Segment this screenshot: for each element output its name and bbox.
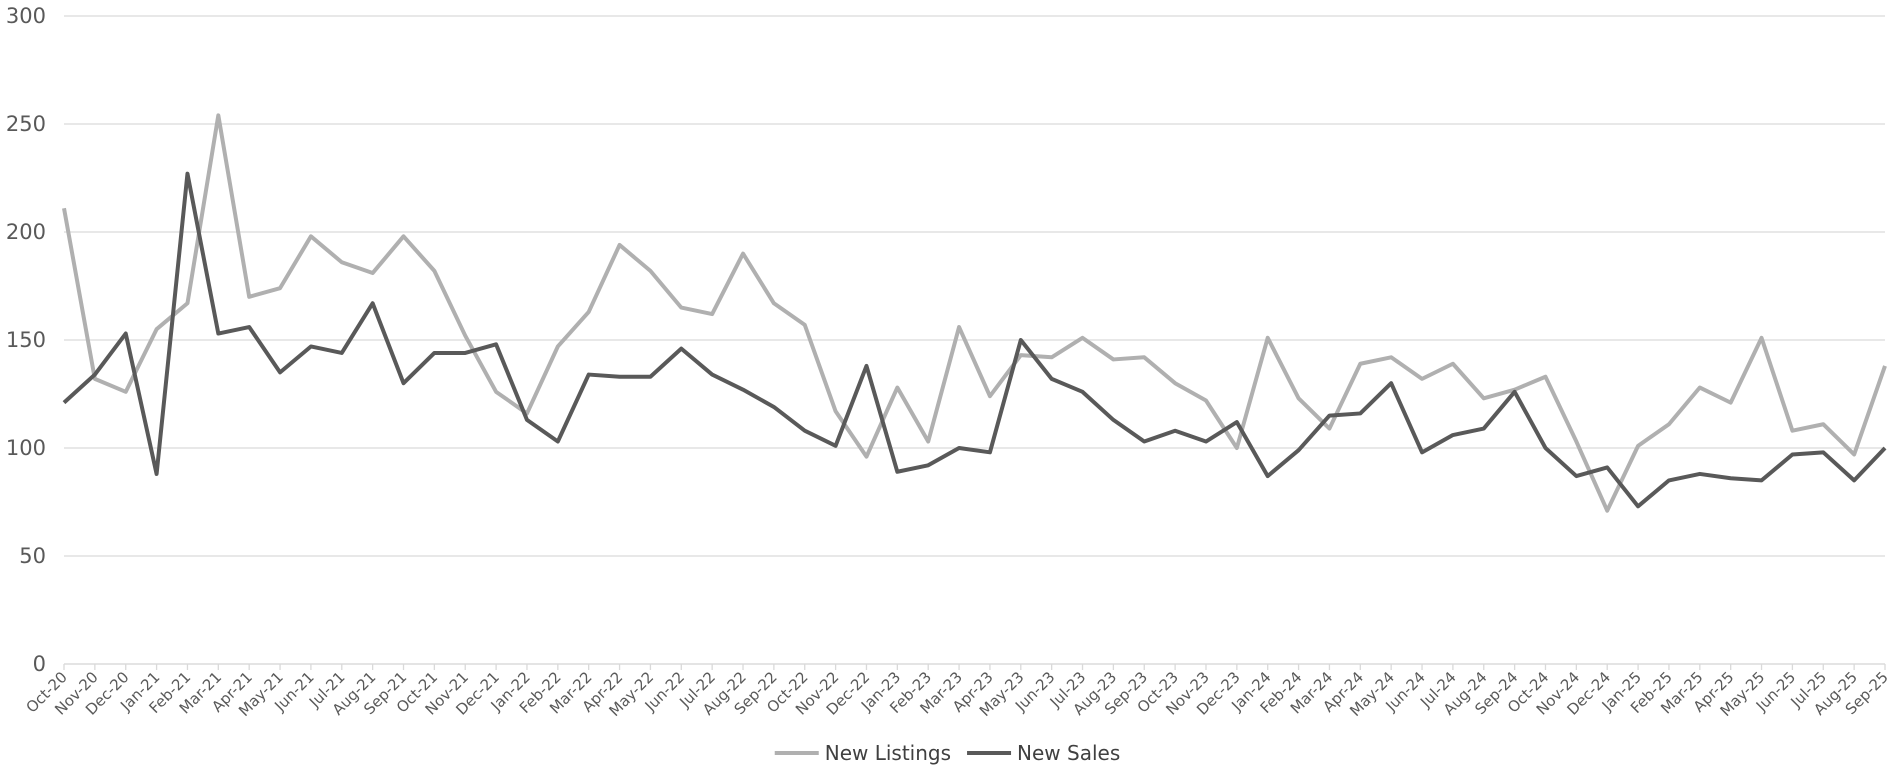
series-line	[62, 171, 1887, 509]
y-tick-label: 250	[6, 112, 46, 136]
legend-label: New Listings	[825, 741, 951, 765]
y-tick-label: 300	[6, 4, 46, 28]
y-tick-label: 50	[19, 544, 46, 568]
y-tick-label: 100	[6, 436, 46, 460]
y-tick-label: 150	[6, 328, 46, 352]
y-tick-label: 200	[6, 220, 46, 244]
legend-label: New Sales	[1017, 741, 1120, 765]
y-tick-label: 0	[33, 652, 46, 676]
legend: New Listings New Sales	[774, 741, 1120, 765]
series-line	[62, 113, 1887, 513]
